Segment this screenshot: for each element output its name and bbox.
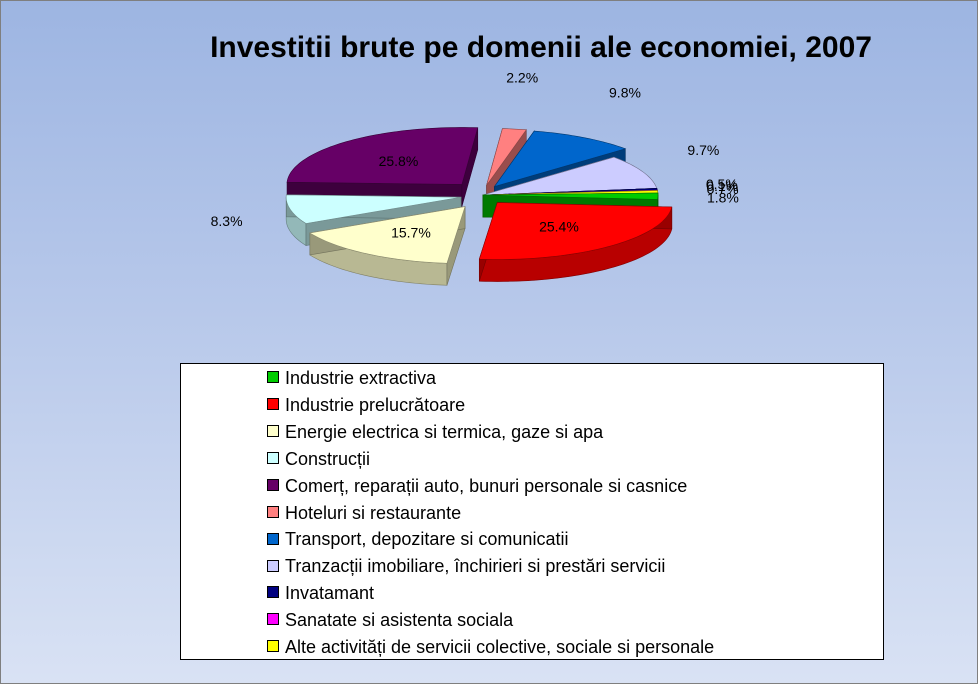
legend-item: Transport, depozitare si comunicatii: [267, 526, 568, 553]
legend-swatch: [267, 505, 279, 518]
data-label: 2.2%: [506, 69, 538, 85]
data-label: 0.5%: [706, 176, 738, 192]
legend-swatch: [267, 451, 279, 464]
pie-slice: [478, 202, 673, 282]
data-label: 0.7%: [707, 181, 739, 197]
data-label: 9.8%: [609, 85, 641, 101]
legend-item: Industrie prelucrătoare: [267, 392, 465, 419]
chart-title: Investitii brute pe domenii ale economie…: [210, 31, 872, 64]
legend-label: Comerț, reparații auto, bunuri personale…: [285, 475, 688, 496]
legend-item: Invatamant: [267, 580, 374, 607]
legend-swatch: [267, 586, 279, 599]
legend-swatch: [267, 640, 279, 653]
data-label: 8.3%: [211, 213, 243, 229]
legend-swatch: [267, 532, 279, 545]
legend-label: Tranzacții imobiliare, închirieri si pre…: [285, 556, 666, 577]
data-label: 0.1%: [706, 178, 738, 194]
legend-swatch: [267, 478, 279, 491]
legend-label: Energie electrica si termica, gaze si ap…: [285, 421, 604, 442]
legend-label: Invatamant: [285, 583, 375, 604]
legend-label: Hoteluri si restaurante: [285, 502, 462, 523]
legend-swatch: [267, 398, 279, 411]
legend-swatch: [267, 613, 279, 626]
legend-item: Industrie extractiva: [267, 365, 436, 392]
legend-label: Industrie extractiva: [285, 368, 437, 388]
legend-item: Tranzacții imobiliare, închirieri si pre…: [267, 553, 665, 580]
legend-item: Comerț, reparații auto, bunuri personale…: [267, 473, 687, 500]
legend-swatch: [267, 371, 279, 384]
legend-item: Alte activități de servicii colective, s…: [267, 634, 714, 661]
pie-slice: [309, 206, 466, 286]
legend-swatch: [267, 559, 279, 572]
data-label: 9.7%: [687, 142, 719, 158]
legend-label: Construcții: [285, 448, 371, 469]
legend-item: Sanatate si asistenta sociala: [267, 607, 513, 634]
legend-item: Construcții: [267, 446, 370, 473]
data-label: 25.4%: [539, 219, 579, 235]
data-label: 1.8%: [707, 189, 739, 205]
legend: Industrie extractiva Industrie prelucrăto…: [180, 363, 884, 660]
legend-label: Sanatate si asistenta sociala: [285, 610, 514, 631]
legend-item: Energie electrica si termica, gaze si ap…: [267, 419, 603, 446]
legend-label: Transport, depozitare si comunicatii: [285, 529, 569, 550]
legend-item: Hoteluri si restaurante: [267, 500, 461, 527]
legend-label: Alte activități de servicii colective, s…: [285, 637, 715, 657]
legend-label: Industrie prelucrătoare: [285, 394, 466, 415]
legend-swatch: [267, 425, 279, 438]
data-label: 25.8%: [379, 153, 419, 169]
data-label: 15.7%: [391, 225, 431, 241]
